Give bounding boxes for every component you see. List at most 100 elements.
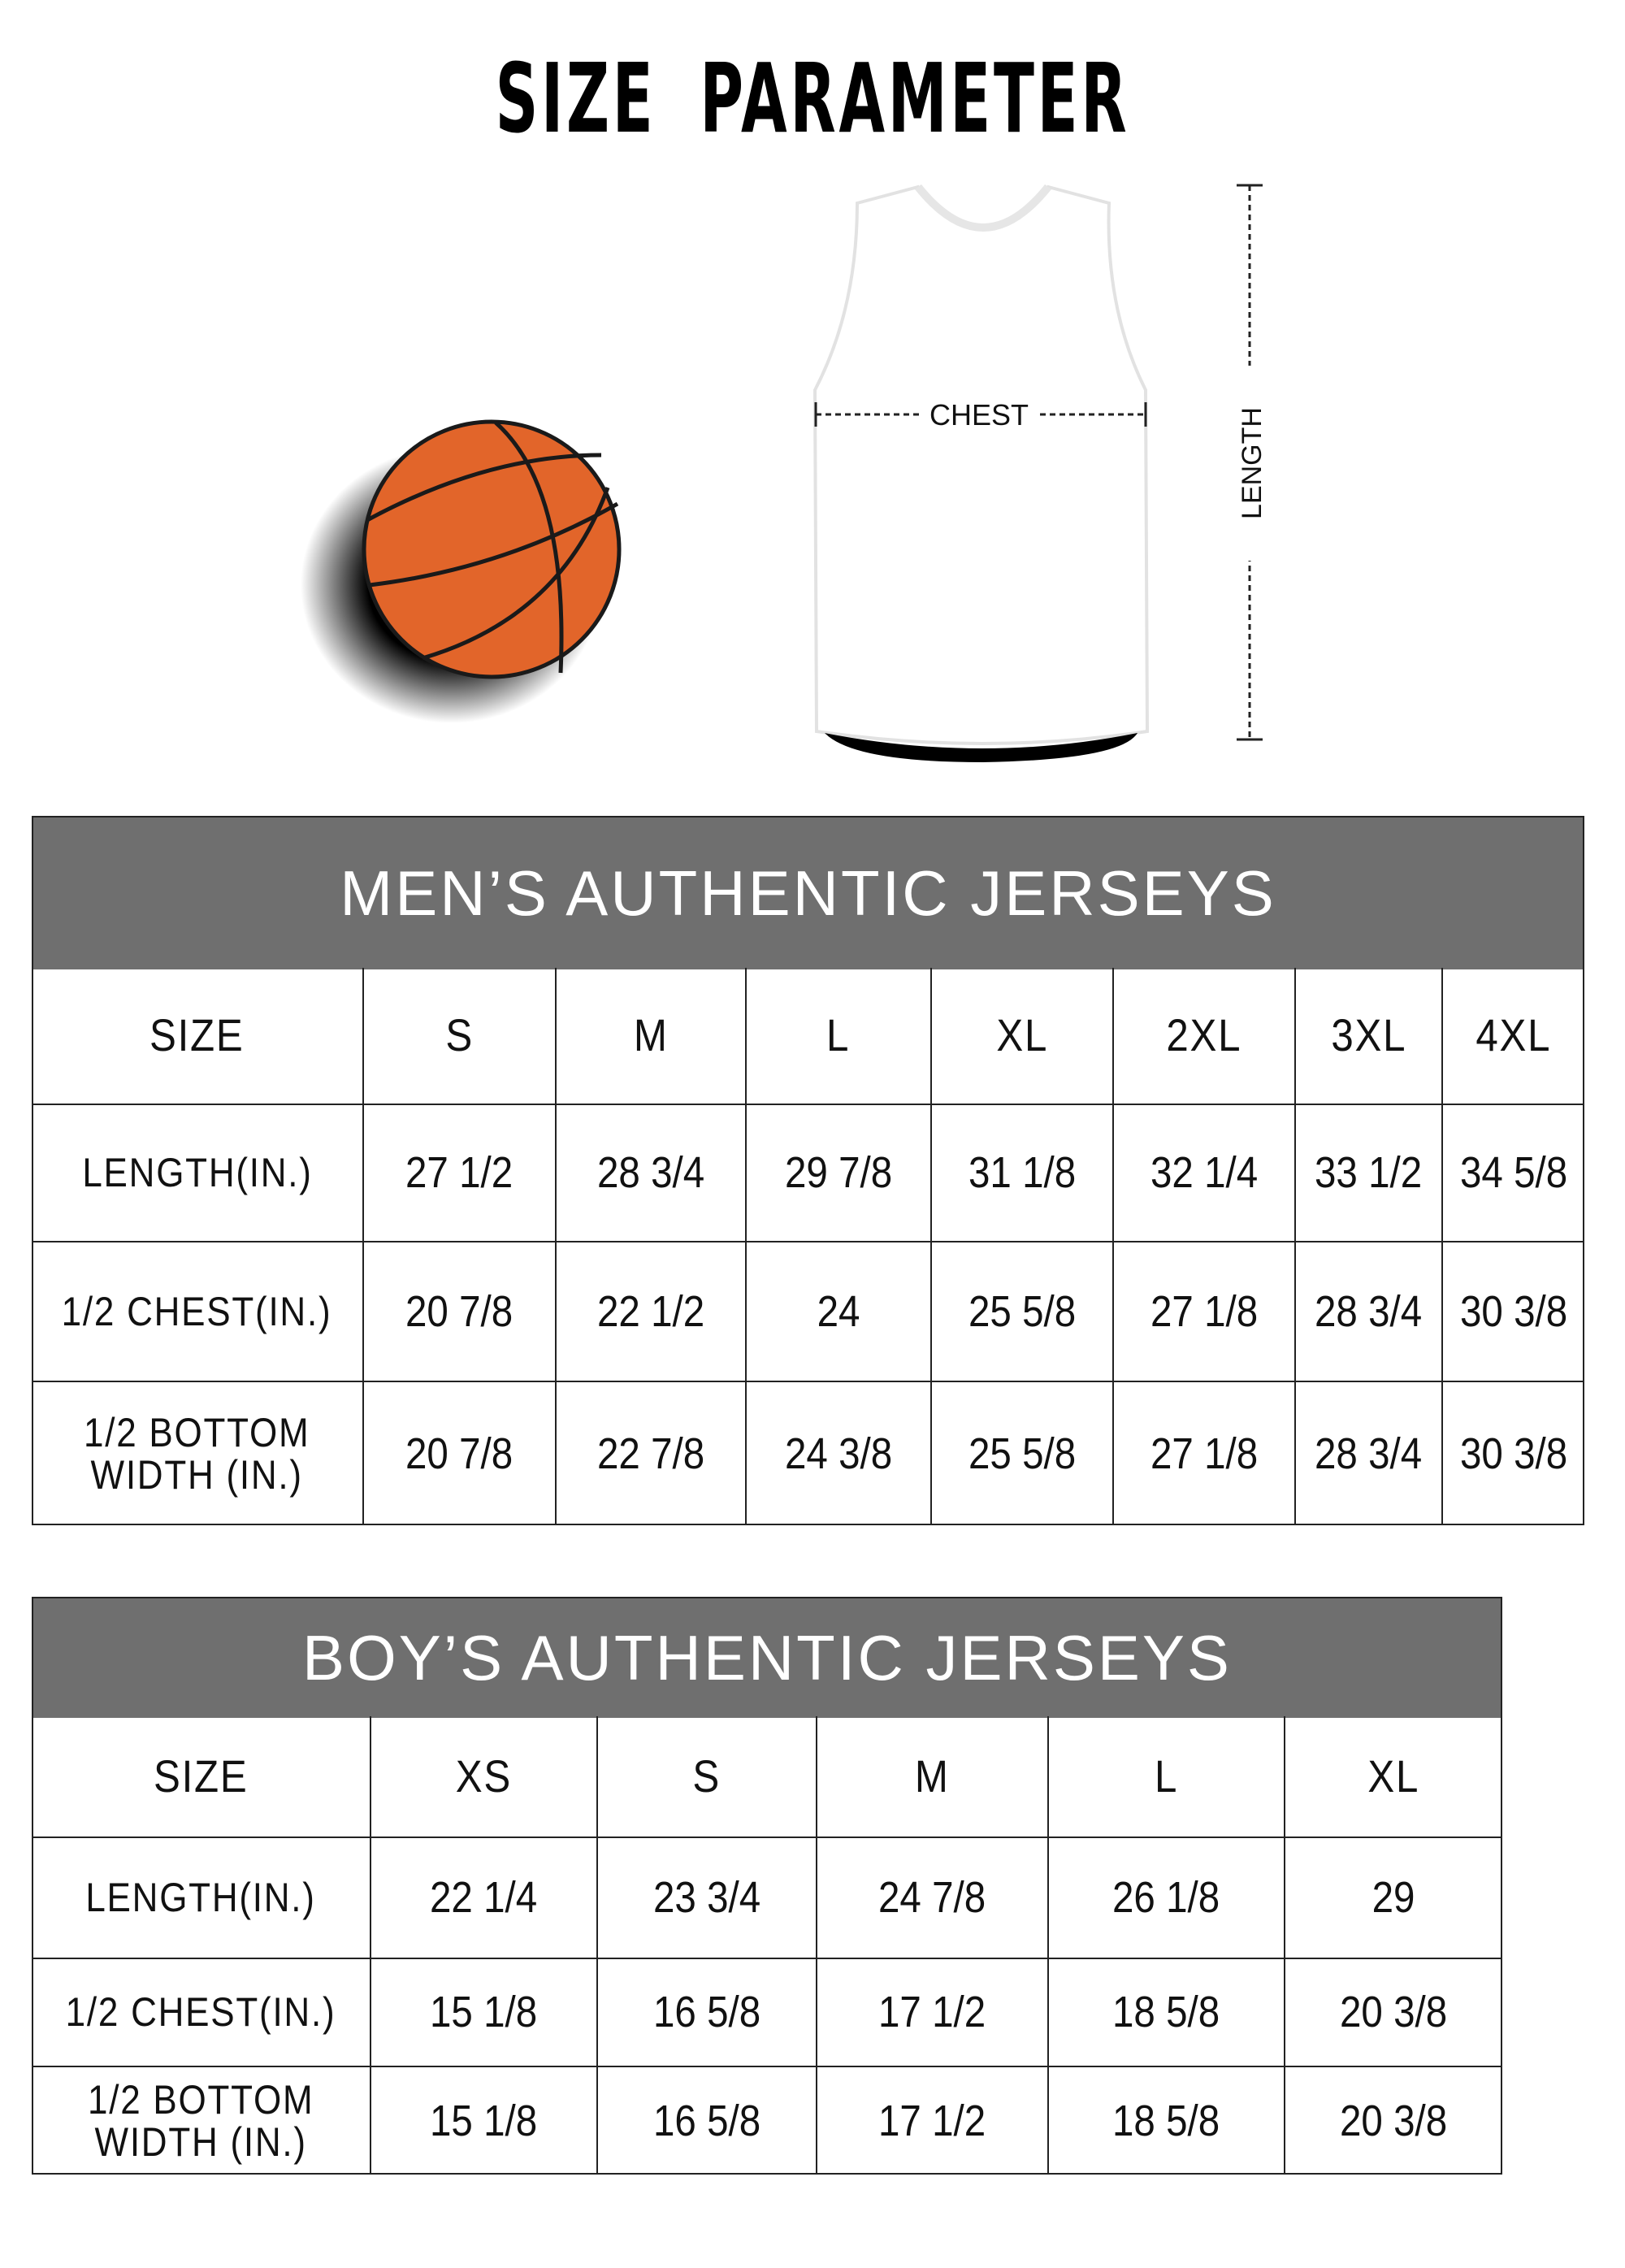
cell-text: XS <box>455 1750 513 1802</box>
table-cell: 25 5/8 <box>932 1382 1114 1525</box>
size-column-header: M <box>817 1716 1049 1838</box>
cell-text: 29 7/8 <box>784 1148 893 1198</box>
mens-table-title: MEN’S AUTHENTIC JERSEYS <box>33 817 1583 969</box>
cell-text: 24 3/8 <box>784 1429 893 1478</box>
cell-text: 34 5/8 <box>1459 1148 1568 1198</box>
cell-text: 18 5/8 <box>1112 1988 1220 2037</box>
cell-text: LENGTH(IN.) <box>85 1875 316 1921</box>
cell-text: L <box>826 1009 851 1061</box>
table-cell: 29 <box>1285 1838 1502 1959</box>
size-column-header: L <box>747 968 932 1105</box>
size-column-header: 4XL <box>1443 968 1584 1105</box>
cell-text: 20 3/8 <box>1340 2096 1448 2145</box>
size-column-header: S <box>598 1716 817 1838</box>
cell-text: 30 3/8 <box>1459 1429 1568 1478</box>
cell-text: LENGTH(IN.) <box>81 1150 313 1196</box>
jersey-icon: CHEST LENGTH <box>812 184 1268 762</box>
table-cell: 24 7/8 <box>817 1838 1049 1959</box>
cell-text: 15 1/8 <box>430 2096 538 2145</box>
table-cell: 29 7/8 <box>747 1105 932 1242</box>
table-cell: 20 7/8 <box>364 1242 557 1382</box>
table-cell: 20 7/8 <box>364 1382 557 1525</box>
table-cell: 16 5/8 <box>598 1959 817 2067</box>
table-cell: 17 1/2 <box>817 1959 1049 2067</box>
size-column-header: 3XL <box>1296 968 1443 1105</box>
table-cell: 27 1/8 <box>1114 1382 1296 1525</box>
cell-text: 25 5/8 <box>968 1286 1077 1336</box>
cell-text: 4XL <box>1476 1009 1552 1061</box>
cell-text: 29 <box>1372 1873 1415 1923</box>
cell-text: 2XL <box>1166 1009 1242 1061</box>
cell-text: 1/2 BOTTOM WIDTH (IN.) <box>87 2076 314 2165</box>
cell-text: 22 7/8 <box>596 1429 705 1478</box>
basketball-icon <box>301 419 622 723</box>
cell-text: 28 3/4 <box>1315 1429 1423 1478</box>
cell-text: M <box>915 1750 950 1802</box>
table-cell: 20 3/8 <box>1285 1959 1502 2067</box>
table-cell: 27 1/2 <box>364 1105 557 1242</box>
cell-text: 1/2 CHEST(IN.) <box>65 1989 336 2036</box>
cell-text: 27 1/8 <box>1150 1429 1259 1478</box>
cell-text: 31 1/8 <box>968 1148 1077 1198</box>
size-column-header: M <box>557 968 747 1105</box>
cell-text: 16 5/8 <box>652 1988 761 2037</box>
cell-text: 16 5/8 <box>652 2096 761 2145</box>
size-column-header: XL <box>1285 1716 1502 1838</box>
boys-size-table: BOY’S AUTHENTIC JERSEYS SIZE XS S M L XL LENGT… <box>32 1597 1502 2175</box>
cell-text: 18 5/8 <box>1112 2096 1220 2145</box>
cell-text: XL <box>996 1009 1048 1061</box>
table-cell: 28 3/4 <box>557 1105 747 1242</box>
size-column-header: XL <box>932 968 1114 1105</box>
row-label: LENGTH(IN.) <box>32 1838 371 1959</box>
cell-text: 26 1/8 <box>1112 1873 1220 1923</box>
cell-text: 17 1/2 <box>878 1988 986 2037</box>
cell-text: L <box>1154 1750 1179 1802</box>
table-cell: 33 1/2 <box>1296 1105 1443 1242</box>
table-cell: 28 3/4 <box>1296 1382 1443 1525</box>
cell-text: 27 1/2 <box>405 1148 514 1198</box>
cell-text: M <box>633 1009 669 1061</box>
table-cell: 31 1/8 <box>932 1105 1114 1242</box>
size-column-header: S <box>364 968 557 1105</box>
table-cell: 23 3/4 <box>598 1838 817 1959</box>
cell-text: 24 7/8 <box>878 1873 986 1923</box>
table-cell: 30 3/8 <box>1443 1242 1584 1382</box>
cell-text: XL <box>1367 1750 1420 1802</box>
table-cell: 20 3/8 <box>1285 2067 1502 2175</box>
cell-text: 22 1/4 <box>430 1873 538 1923</box>
cell-text: 20 7/8 <box>405 1429 514 1478</box>
cell-text: 32 1/4 <box>1150 1148 1259 1198</box>
size-header: SIZE <box>32 968 364 1105</box>
cell-text: 28 3/4 <box>596 1148 705 1198</box>
page-title: SIZE PARAMETER <box>495 42 1130 154</box>
cell-text: 24 <box>817 1286 860 1336</box>
table-cell: 17 1/2 <box>817 2067 1049 2175</box>
mens-size-table: MEN’S AUTHENTIC JERSEYS SIZE S M L XL 2XL 3XL 4… <box>32 816 1584 1525</box>
length-label: LENGTH <box>1237 407 1268 519</box>
cell-text: 23 3/4 <box>652 1873 761 1923</box>
row-label: 1/2 CHEST(IN.) <box>32 1242 364 1382</box>
cell-text: S <box>445 1009 474 1061</box>
table-cell: 15 1/8 <box>371 1959 598 2067</box>
table-cell: 28 3/4 <box>1296 1242 1443 1382</box>
row-label: 1/2 BOTTOM WIDTH (IN.) <box>32 2067 371 2175</box>
cell-text: 15 1/8 <box>430 1988 538 2037</box>
table-cell: 26 1/8 <box>1049 1838 1285 1959</box>
chest-label: CHEST <box>930 398 1029 431</box>
table-cell: 22 1/4 <box>371 1838 598 1959</box>
table-cell: 18 5/8 <box>1049 2067 1285 2175</box>
table-cell: 30 3/8 <box>1443 1382 1584 1525</box>
cell-text: 30 3/8 <box>1459 1286 1568 1336</box>
table-cell: 18 5/8 <box>1049 1959 1285 2067</box>
table-cell: 22 7/8 <box>557 1382 747 1525</box>
cell-text: 3XL <box>1331 1009 1406 1061</box>
size-header: SIZE <box>32 1716 371 1838</box>
table-cell: 34 5/8 <box>1443 1105 1584 1242</box>
row-label: 1/2 CHEST(IN.) <box>32 1959 371 2067</box>
cell-text: SIZE <box>153 1750 249 1802</box>
cell-text: 33 1/2 <box>1315 1148 1423 1198</box>
cell-text: 17 1/2 <box>878 2096 986 2145</box>
boys-table-title: BOY’S AUTHENTIC JERSEYS <box>33 1598 1501 1718</box>
row-label: 1/2 BOTTOM WIDTH (IN.) <box>32 1382 364 1525</box>
cell-text: SIZE <box>150 1009 245 1061</box>
